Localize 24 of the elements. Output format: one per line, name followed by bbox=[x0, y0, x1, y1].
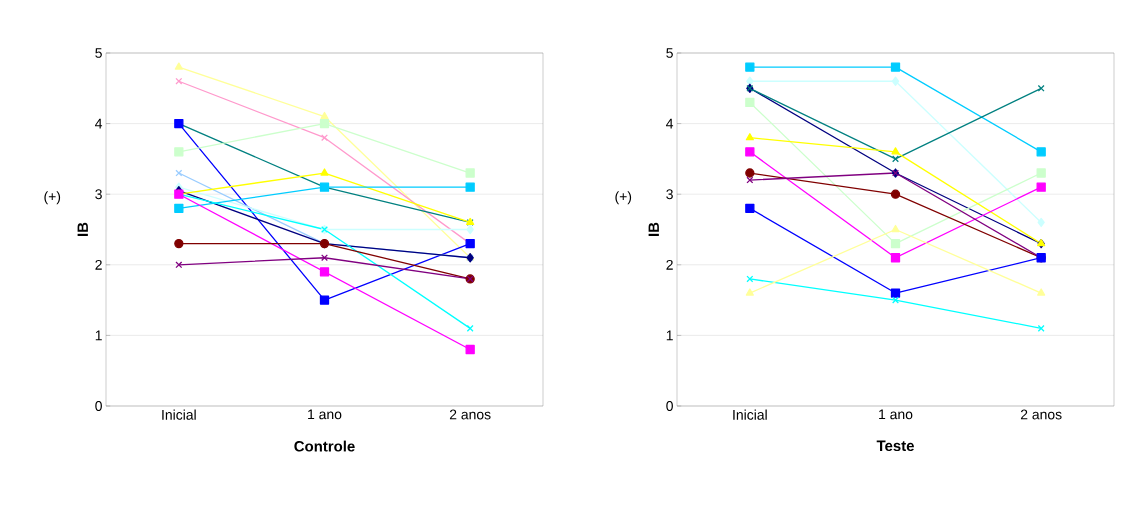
text: (+) bbox=[615, 191, 632, 205]
x-tick-label: Inicial bbox=[162, 409, 196, 420]
y-axis-title: IB bbox=[77, 222, 88, 236]
x-tick-label: 2 anos bbox=[1020, 409, 1062, 420]
x-tick-label: Inicial bbox=[733, 409, 767, 420]
y-tick-label: 2 bbox=[95, 259, 102, 270]
y-tick-label: 5 bbox=[95, 48, 102, 58]
x-axis-title: Teste bbox=[876, 440, 914, 452]
y-tick-label: 4 bbox=[666, 118, 674, 129]
y-tick-label: 1 bbox=[666, 330, 673, 341]
text: (+) bbox=[44, 191, 61, 205]
y-tick-label: 3 bbox=[95, 189, 102, 200]
y-tick-label: 1 bbox=[95, 330, 102, 341]
y-tick-label: 2 bbox=[666, 259, 673, 270]
y-tick-label: 0 bbox=[666, 401, 673, 411]
x-tick-label: 1 ano bbox=[308, 409, 342, 420]
y-tick-label: 5 bbox=[666, 48, 673, 58]
x-axis-title: Controle bbox=[294, 440, 355, 452]
x-tick-label: 2 anos bbox=[449, 409, 491, 420]
y-axis-title: IB bbox=[648, 222, 659, 236]
y-tick-label: 3 bbox=[666, 189, 673, 200]
x-tick-label: 1 ano bbox=[879, 409, 913, 420]
y-tick-label: 4 bbox=[95, 118, 103, 129]
y-tick-label: 0 bbox=[95, 401, 102, 411]
